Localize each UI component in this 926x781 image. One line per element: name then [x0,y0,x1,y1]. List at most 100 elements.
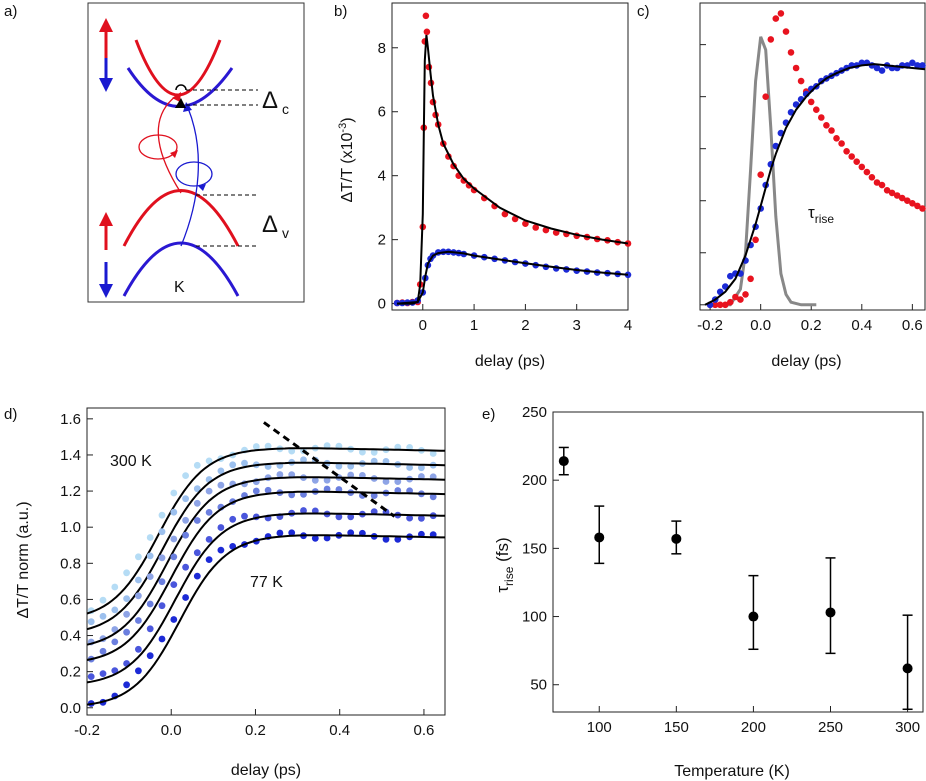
chart-d: -0.2 0.0 0.2 0.4 0.6 0.0 0.2 0.4 0.6 0.8 1.0 1.2 1.4… [15,407,446,779]
series-point-blue [914,62,921,69]
series-point-red [919,205,926,212]
trace-point-1 [418,464,425,472]
trace-point-4 [406,514,413,522]
trace-point-0 [146,534,154,541]
series-point-red [858,163,866,171]
x-tick-label: 0.6 [902,317,923,334]
series-point-red [813,106,820,113]
trace-point-0 [193,461,201,469]
panel-letter-e: e) [482,406,495,423]
y-axis-label-end: (fs) [493,537,512,566]
x-tick-label: 150 [664,719,689,736]
trace-point-1 [217,467,225,475]
trace-point-3 [288,491,296,499]
trace-point-5 [123,681,130,689]
trace-point-5 [182,594,190,601]
delta-c-label: Δ [262,87,278,114]
series-point-red [888,189,896,197]
series-point-red [914,202,921,210]
x-tick-label: 300 [895,719,920,736]
data-point [594,532,605,543]
trace-point-4 [347,513,355,521]
trace-point-1 [229,461,237,469]
series-point-red [777,10,785,17]
y-tick-label: 4 [378,168,386,185]
fit-line-1 [86,461,446,631]
series-point-red [853,158,860,165]
trace-point-0 [288,447,296,455]
y-tick-label: 250 [522,404,547,421]
trace-point-4 [193,549,201,557]
trace-point-1 [87,618,95,626]
series-point-red [863,168,871,176]
k-point-label: K [174,279,185,296]
series-point-blue [919,62,926,69]
trace-point-0 [359,448,366,456]
data-point [558,456,569,467]
trace-point-4 [205,536,213,543]
trace-point-4 [418,514,425,522]
trace-point-3 [158,578,166,586]
y-tick-label: 0.0 [60,700,81,717]
series-point-red [818,114,825,121]
data-point [825,607,836,618]
trace-point-3 [370,492,378,499]
trace-point-0 [429,450,437,457]
trace-point-2 [193,499,201,507]
series-point-0 [460,177,468,184]
series-point-red [711,301,719,309]
trace-point-1 [182,495,190,503]
trace-point-5 [158,635,166,643]
x-tick-label: 100 [587,719,612,736]
trace-point-1 [135,576,142,584]
series-point-red [883,187,891,194]
trace-point-5 [217,546,225,554]
fit-line [704,63,926,306]
spin-up-arrow-bottom [99,212,113,250]
chart-c: -0.2 0.0 0.2 0.4 0.6 τrise delay (ps) [697,2,926,370]
tau-rise-annotation: τrise [808,203,834,226]
series-point-0 [423,28,431,36]
trace-point-0 [264,442,272,450]
series-point-red [848,153,855,160]
y-axis-label-end: ) [339,117,356,122]
x-tick-label: 0.2 [801,317,822,334]
trace-point-2 [170,535,178,543]
trace-point-5 [170,616,178,623]
series-point-red [716,301,724,309]
trace-point-0 [158,511,166,519]
trace-point-3 [323,485,331,493]
series-point-blue [873,64,881,72]
trace-point-4 [170,581,178,588]
spin-down-arrow-bottom [99,262,113,298]
y-axis-label: ΔT/T norm (a.u.) [15,501,32,618]
trace-point-1 [170,508,178,516]
trace-point-3 [193,517,201,524]
trace-point-5 [276,529,284,537]
series-point-red [762,93,769,100]
y-tick-label: 100 [522,609,547,626]
trace-point-4 [158,602,166,610]
x-axis-label: delay (ps) [231,762,301,779]
plot-frame [699,2,926,311]
series-point-red [828,127,835,134]
sigma-minus-icon [175,161,213,187]
x-axis-label: delay (ps) [475,353,545,370]
trace-point-2 [123,610,130,618]
trace-point-4 [182,563,190,571]
trace-point-4 [87,673,95,680]
trace-point-2 [146,573,154,580]
series-point-red [898,194,906,202]
peak-shift-dashed-line [263,421,396,518]
y-tick-label: 1.6 [60,411,81,428]
series-point-0 [501,210,509,218]
trace-point-2 [217,481,225,489]
panel-letter-d: d) [4,406,17,423]
x-tick-label: 3 [573,317,581,334]
trace-point-1 [193,485,201,493]
series-point-red [727,298,734,306]
trace-point-3 [123,628,130,636]
series-point-red [893,192,901,199]
series-point-red [752,236,759,244]
x-tick-label: -0.2 [697,317,723,334]
